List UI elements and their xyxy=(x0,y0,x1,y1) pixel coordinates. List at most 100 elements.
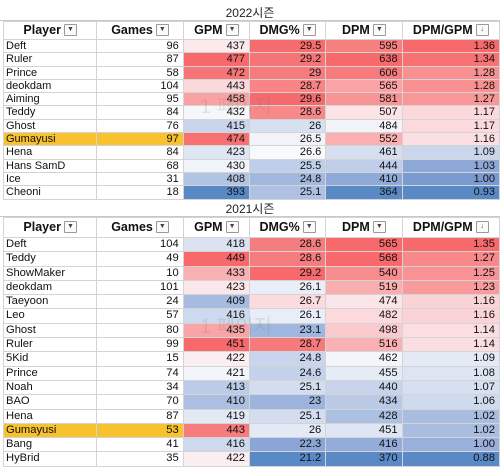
cell-gpm[interactable]: 443 xyxy=(182,78,250,94)
cell-games[interactable]: 99 xyxy=(96,337,184,353)
cell-dpm-gpm[interactable]: 1.34 xyxy=(401,52,500,67)
cell-dpm-gpm[interactable]: 1.02 xyxy=(401,422,500,439)
cell-dmg[interactable]: 25.1 xyxy=(248,379,327,396)
cell-player[interactable]: Deft xyxy=(2,38,98,54)
cell-dpm-gpm[interactable]: 1.23 xyxy=(401,279,500,296)
cell-dmg[interactable]: 25.5 xyxy=(248,158,327,173)
cell-dpm[interactable]: 581 xyxy=(325,92,403,107)
cell-gpm[interactable]: 415 xyxy=(182,118,250,134)
cell-dmg[interactable]: 28.6 xyxy=(248,251,327,267)
cell-dmg[interactable]: 21.2 xyxy=(248,451,327,467)
cell-dpm[interactable]: 410 xyxy=(325,171,403,187)
cell-games[interactable]: 15 xyxy=(96,351,184,367)
cell-dpm-gpm[interactable]: 1.16 xyxy=(401,294,500,310)
filter-dropdown-icon[interactable]: ▼ xyxy=(372,23,386,36)
header-dmg[interactable]: DMG% ▼ xyxy=(248,217,327,238)
cell-dmg[interactable]: 26.1 xyxy=(248,308,327,324)
cell-dpm-gpm[interactable]: 1.17 xyxy=(401,105,500,120)
cell-games[interactable]: 87 xyxy=(96,52,184,67)
cell-gpm[interactable]: 423 xyxy=(182,145,250,160)
cell-games[interactable]: 18 xyxy=(96,185,184,200)
cell-dpm-gpm[interactable]: 1.00 xyxy=(401,171,500,187)
cell-dpm-gpm[interactable]: 1.02 xyxy=(401,408,500,424)
cell-dpm-gpm[interactable]: 1.09 xyxy=(401,145,500,160)
cell-dpm[interactable]: 455 xyxy=(325,365,403,381)
cell-gpm[interactable]: 413 xyxy=(182,379,250,396)
header-player[interactable]: Player ▼ xyxy=(2,217,98,238)
cell-dpm[interactable]: 440 xyxy=(325,379,403,396)
cell-games[interactable]: 10 xyxy=(96,265,184,281)
cell-games[interactable]: 80 xyxy=(96,322,184,339)
cell-dpm[interactable]: 552 xyxy=(325,132,403,147)
cell-games[interactable]: 96 xyxy=(96,38,184,54)
header-gpm[interactable]: GPM ▼ xyxy=(182,217,250,238)
cell-dpm[interactable]: 370 xyxy=(325,451,403,467)
cell-gpm[interactable]: 430 xyxy=(182,158,250,173)
cell-player[interactable]: Ruler xyxy=(2,337,98,353)
header-dmg[interactable]: DMG% ▼ xyxy=(248,21,327,40)
sort-filter-icon[interactable]: ↓ xyxy=(475,23,489,36)
cell-dmg[interactable]: 23 xyxy=(248,394,327,410)
cell-player[interactable]: Leo xyxy=(2,308,98,324)
cell-dpm[interactable]: 482 xyxy=(325,308,403,324)
cell-gpm[interactable]: 422 xyxy=(182,351,250,367)
header-gpm[interactable]: GPM ▼ xyxy=(182,21,250,40)
header-games[interactable]: Games ▼ xyxy=(96,217,184,238)
filter-dropdown-icon[interactable]: ▼ xyxy=(302,220,316,233)
cell-dpm[interactable]: 451 xyxy=(325,422,403,439)
cell-games[interactable]: 31 xyxy=(96,171,184,187)
cell-games[interactable]: 49 xyxy=(96,251,184,267)
cell-player[interactable]: Hans SamD xyxy=(2,158,98,173)
cell-dpm-gpm[interactable]: 1.16 xyxy=(401,132,500,147)
cell-dmg[interactable]: 28.7 xyxy=(248,78,327,94)
cell-gpm[interactable]: 449 xyxy=(182,251,250,267)
cell-games[interactable]: 76 xyxy=(96,118,184,134)
cell-gpm[interactable]: 423 xyxy=(182,279,250,296)
cell-gpm[interactable]: 421 xyxy=(182,365,250,381)
cell-dpm[interactable]: 565 xyxy=(325,78,403,94)
cell-dpm[interactable]: 434 xyxy=(325,394,403,410)
header-dpm-gpm[interactable]: DPM/GPM ↓ xyxy=(401,217,500,238)
cell-dmg[interactable]: 28.6 xyxy=(248,105,327,120)
cell-player[interactable]: Hena xyxy=(2,408,98,424)
cell-dmg[interactable]: 29.6 xyxy=(248,92,327,107)
cell-dpm[interactable]: 444 xyxy=(325,158,403,173)
cell-dpm-gpm[interactable]: 1.36 xyxy=(401,38,500,54)
cell-games[interactable]: 84 xyxy=(96,105,184,120)
cell-dpm[interactable]: 565 xyxy=(325,236,403,253)
filter-dropdown-icon[interactable]: ▼ xyxy=(225,220,239,233)
cell-dpm-gpm[interactable]: 1.08 xyxy=(401,365,500,381)
cell-dmg[interactable]: 24.8 xyxy=(248,351,327,367)
cell-dmg[interactable]: 24.6 xyxy=(248,365,327,381)
cell-dpm-gpm[interactable]: 1.28 xyxy=(401,78,500,94)
cell-gpm[interactable]: 443 xyxy=(182,422,250,439)
cell-games[interactable]: 58 xyxy=(96,65,184,80)
cell-dpm-gpm[interactable]: 1.17 xyxy=(401,118,500,134)
cell-gpm[interactable]: 458 xyxy=(182,92,250,107)
cell-dmg[interactable]: 25.1 xyxy=(248,408,327,424)
cell-dpm[interactable]: 540 xyxy=(325,265,403,281)
cell-games[interactable]: 57 xyxy=(96,308,184,324)
cell-dpm[interactable]: 606 xyxy=(325,65,403,80)
cell-dpm-gpm[interactable]: 1.07 xyxy=(401,379,500,396)
cell-player[interactable]: Ghost xyxy=(2,322,98,339)
sort-filter-icon[interactable]: ↓ xyxy=(475,220,489,233)
cell-dpm-gpm[interactable]: 1.09 xyxy=(401,351,500,367)
cell-dmg[interactable]: 25.1 xyxy=(248,185,327,200)
filter-dropdown-icon[interactable]: ▼ xyxy=(225,23,239,36)
header-player[interactable]: Player ▼ xyxy=(2,21,98,40)
header-dpm[interactable]: DPM ▼ xyxy=(325,217,403,238)
cell-gpm[interactable]: 410 xyxy=(182,394,250,410)
cell-dmg[interactable]: 28.6 xyxy=(248,236,327,253)
cell-dmg[interactable]: 26.5 xyxy=(248,132,327,147)
cell-dpm[interactable]: 428 xyxy=(325,408,403,424)
cell-player[interactable]: Prince xyxy=(2,65,98,80)
cell-gpm[interactable]: 437 xyxy=(182,38,250,54)
cell-gpm[interactable]: 418 xyxy=(182,236,250,253)
cell-dmg[interactable]: 26.7 xyxy=(248,294,327,310)
cell-gpm[interactable]: 451 xyxy=(182,337,250,353)
cell-games[interactable]: 24 xyxy=(96,294,184,310)
cell-dpm-gpm[interactable]: 1.35 xyxy=(401,236,500,253)
cell-gpm[interactable]: 472 xyxy=(182,65,250,80)
cell-gpm[interactable]: 474 xyxy=(182,132,250,147)
